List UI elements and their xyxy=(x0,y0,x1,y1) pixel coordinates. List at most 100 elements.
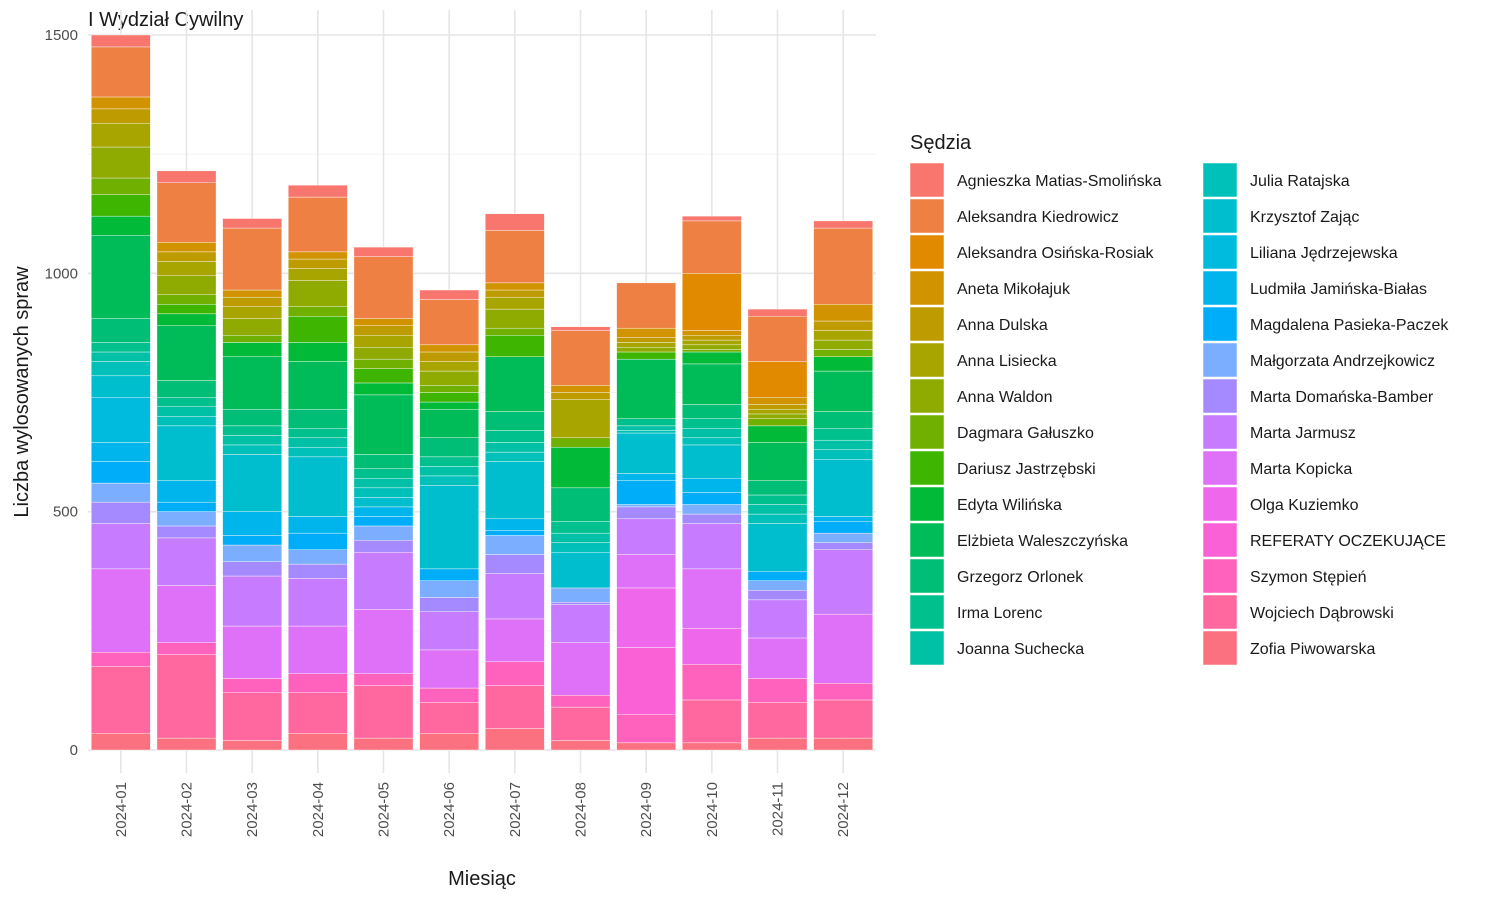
bar-segment xyxy=(156,737,217,751)
bar-segment xyxy=(419,611,479,651)
chart-title: I Wydział Cywilny xyxy=(88,9,243,31)
legend-label: Marta Kopicka xyxy=(1250,461,1352,478)
bar-segment xyxy=(288,549,348,565)
x-tick-label: 2024-02 xyxy=(179,782,196,837)
bar-segment xyxy=(419,568,479,581)
bar-segment xyxy=(91,318,151,343)
bar-segment xyxy=(682,478,742,493)
legend-key xyxy=(1202,558,1238,594)
bar-segment xyxy=(485,554,545,574)
legend-label: Marta Domańska-Bamber xyxy=(1250,389,1434,406)
bar-segment xyxy=(747,702,808,739)
bar-segment xyxy=(91,146,151,179)
bar-segment xyxy=(222,511,282,536)
bar-segment xyxy=(288,692,348,734)
bar-segment xyxy=(485,518,545,531)
bar-segment xyxy=(353,347,414,360)
bar-segment xyxy=(616,432,676,474)
x-tick-label: 2024-08 xyxy=(573,782,590,837)
bar-segment xyxy=(747,408,808,415)
bar-segment xyxy=(747,637,808,679)
x-tick-label: 2024-03 xyxy=(244,782,261,837)
bar-segment xyxy=(682,444,742,479)
bar-segment xyxy=(222,335,282,343)
bar-segment xyxy=(222,289,282,298)
legend-label: Irma Lorenc xyxy=(957,605,1042,622)
bar-segment xyxy=(419,408,479,438)
bar-segment xyxy=(550,385,611,393)
bar-segment xyxy=(682,523,742,570)
bar-segment xyxy=(485,327,545,336)
legend-label: Aneta Mikołajuk xyxy=(957,281,1071,298)
bar-segment xyxy=(682,339,742,346)
bar-segment xyxy=(156,170,217,183)
bar-segment xyxy=(813,439,873,450)
bar-segment xyxy=(156,242,217,253)
bar-segment xyxy=(747,425,808,443)
bar-segment xyxy=(222,435,282,446)
bar-segment xyxy=(747,590,808,601)
bar-segment xyxy=(485,308,545,329)
legend-key xyxy=(909,558,945,594)
bar-segment xyxy=(288,733,348,751)
legend-label: Krzysztof Zając xyxy=(1250,209,1359,226)
bar-segment xyxy=(91,375,151,398)
bar-segment xyxy=(485,451,545,462)
bar-segment xyxy=(682,344,742,350)
bar-segment xyxy=(550,694,611,708)
legend-key xyxy=(909,198,945,234)
bar-segment xyxy=(616,504,676,508)
bar-segment xyxy=(485,213,545,231)
bar-segment xyxy=(550,587,611,603)
legend-key xyxy=(1202,270,1238,306)
bar-segment xyxy=(419,649,479,689)
bar-segment xyxy=(222,678,282,694)
bar-segment xyxy=(550,487,611,522)
bar-segment xyxy=(419,392,479,403)
bar-segment xyxy=(222,561,282,577)
bar-segment xyxy=(288,361,348,410)
x-tick-label: 2024-12 xyxy=(835,782,852,837)
bar-segment xyxy=(288,437,348,448)
legend-label: Anna Waldon xyxy=(957,389,1052,406)
bar-segment xyxy=(550,392,611,400)
legend-label: Aleksandra Osińska-Rosiak xyxy=(957,245,1155,262)
bar-segment xyxy=(550,706,611,741)
bar-segment xyxy=(485,530,545,536)
bar-segment xyxy=(288,578,348,627)
bar-segment xyxy=(419,361,479,372)
legend-label: Anna Lisiecka xyxy=(957,353,1057,370)
bar-segment xyxy=(616,480,676,505)
bar-segment xyxy=(747,513,808,524)
bar-segment xyxy=(156,294,217,305)
bar-segment xyxy=(485,230,545,284)
bar-segment xyxy=(222,740,282,751)
bar-segment xyxy=(156,585,217,643)
bar-segment xyxy=(747,413,808,419)
bar-segment xyxy=(485,430,545,443)
bar-segment xyxy=(222,575,282,627)
bar-segment xyxy=(682,568,742,629)
bar-segment xyxy=(682,349,742,353)
legend-key xyxy=(1202,198,1238,234)
bar-segment xyxy=(616,714,676,744)
bar-segment xyxy=(747,316,808,362)
bar-segment xyxy=(616,358,676,419)
bar-segment xyxy=(288,563,348,579)
bar-segment xyxy=(91,108,151,124)
bar-segment xyxy=(419,437,479,458)
bar-segment xyxy=(682,404,742,419)
bar-segment xyxy=(91,461,151,484)
legend-key xyxy=(909,378,945,414)
bar-segment xyxy=(419,485,479,570)
legend-key xyxy=(1202,342,1238,378)
legend-label: Anna Dulska xyxy=(957,317,1048,334)
bar-segment xyxy=(682,215,742,222)
bar-segment xyxy=(813,699,873,739)
bar-segment xyxy=(813,737,873,751)
bar-segment xyxy=(288,196,348,253)
y-tick-label: 500 xyxy=(53,504,78,521)
bar-segment xyxy=(682,437,742,446)
bar-segment xyxy=(550,740,611,751)
bar-segment xyxy=(222,296,282,307)
